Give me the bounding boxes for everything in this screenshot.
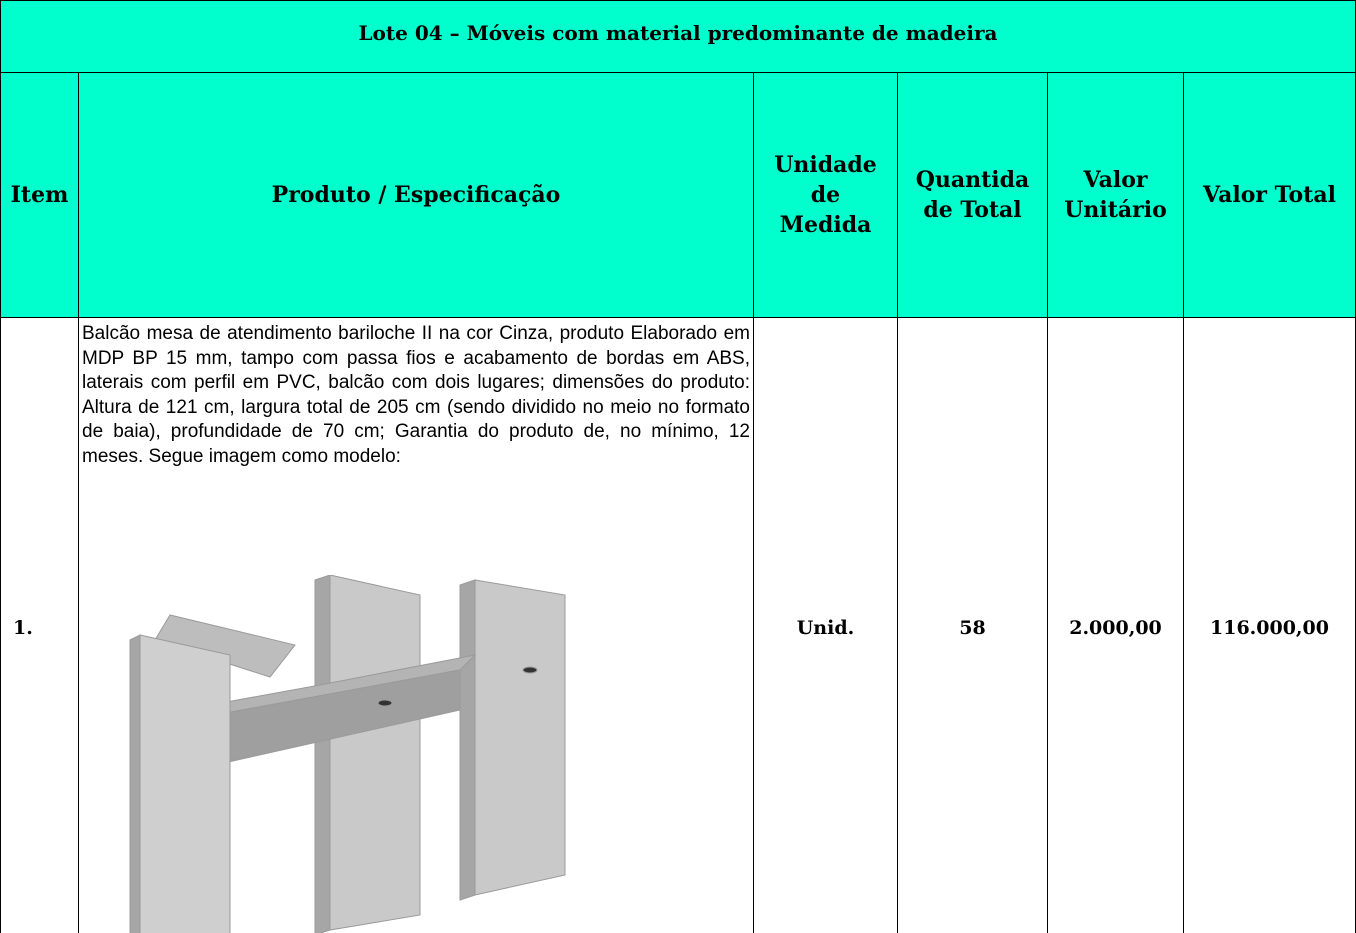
item-number: 1. (0, 317, 79, 933)
quantity: 58 (897, 317, 1048, 933)
product-description: Balcão mesa de atendimento bariloche II … (82, 323, 750, 467)
unit: Unid. (753, 317, 898, 933)
col-header: Valor Unitário (1047, 72, 1184, 318)
product-image (129, 575, 566, 933)
unit-value: 2.000,00 (1047, 317, 1184, 933)
col-header: Produto / Especificação (78, 72, 754, 318)
col-header: Quantida de Total (897, 72, 1048, 318)
col-header: Item (0, 72, 79, 318)
col-header: Unidade de Medida (753, 72, 898, 318)
total-value: 116.000,00 (1183, 317, 1356, 933)
col-header: Valor Total (1183, 72, 1356, 318)
lot-title: Lote 04 – Móveis com material predominan… (0, 0, 1356, 73)
